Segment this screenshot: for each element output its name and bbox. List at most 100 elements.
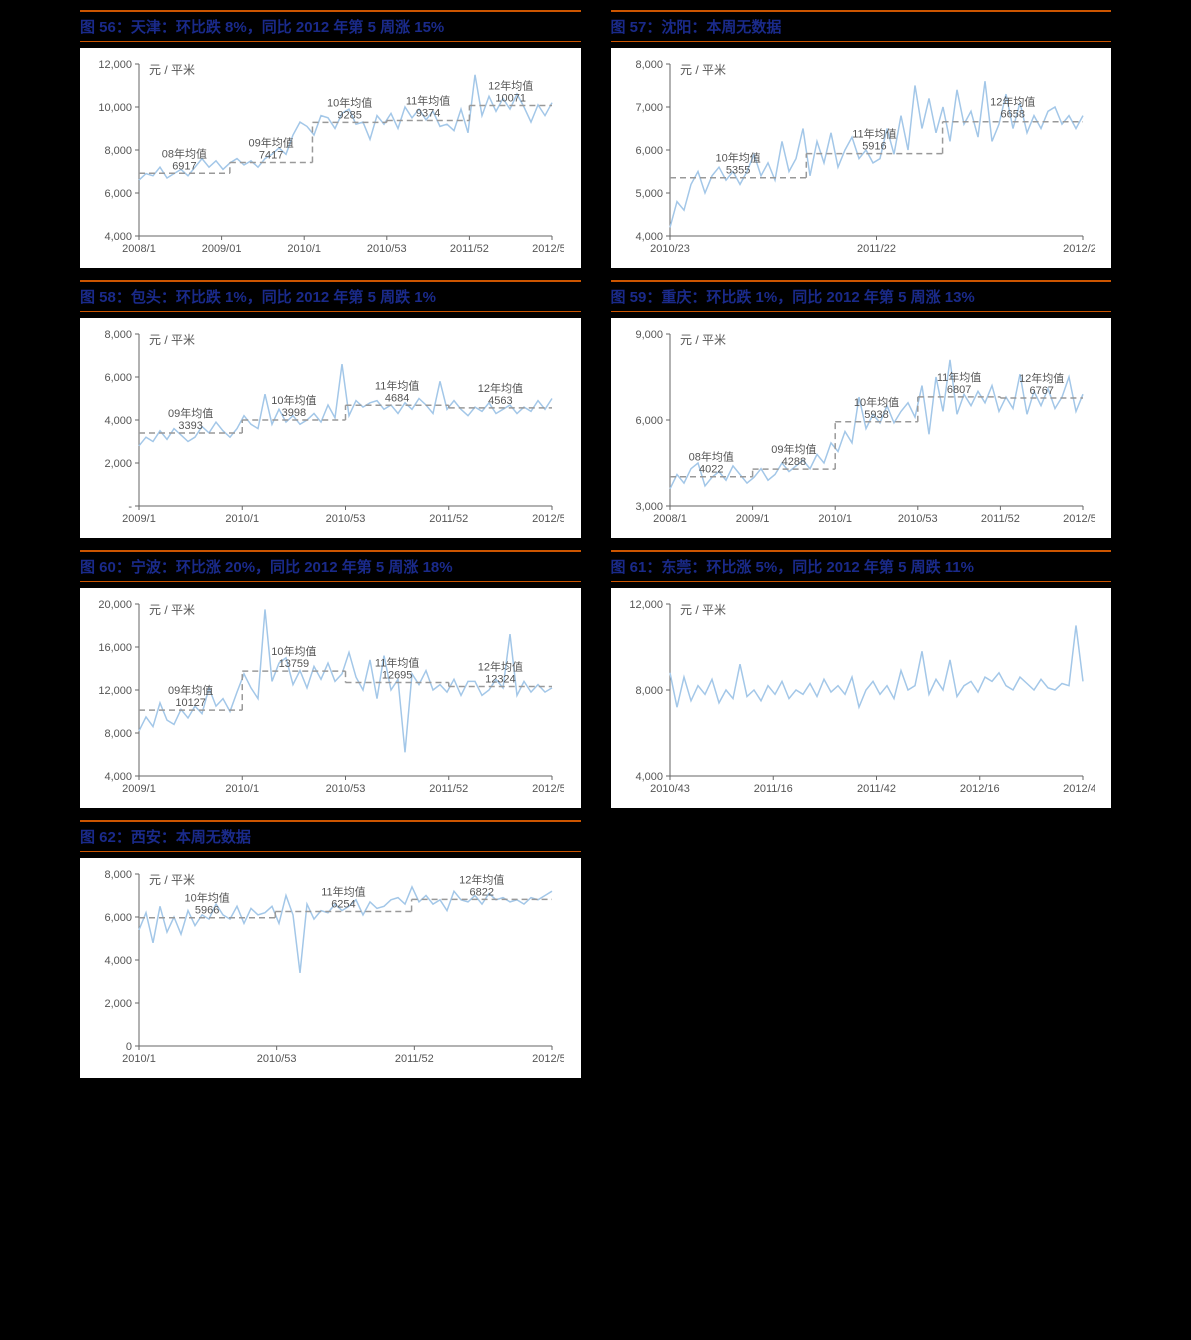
svg-text:2010/53: 2010/53 [326, 513, 366, 525]
avg-label: 10年均值 [327, 95, 372, 109]
avg-label: 08年均值 [162, 146, 207, 160]
chart-svg: 4,0008,00012,0002010/432011/162011/42201… [615, 592, 1095, 800]
svg-text:6,000: 6,000 [104, 188, 132, 200]
svg-text:2011/42: 2011/42 [857, 783, 896, 795]
chart-title-56: 图 56：天津：环比跌 8%，同比 2012 年第 5 周涨 15% [80, 10, 581, 42]
svg-text:4,000: 4,000 [104, 955, 132, 967]
avg-value: 7417 [259, 150, 283, 162]
svg-text:8,000: 8,000 [635, 685, 663, 697]
chart-title-57: 图 57：沈阳：本周无数据 [611, 10, 1112, 42]
chart-title-61: 图 61：东莞：环比涨 5%，同比 2012 年第 5 周跌 11% [611, 550, 1112, 582]
svg-text:2008/1: 2008/1 [653, 513, 687, 525]
svg-text:-: - [128, 501, 132, 513]
avg-value: 10127 [175, 697, 206, 709]
svg-text:2010/53: 2010/53 [326, 783, 366, 795]
chart-cell-60: 图 60：宁波：环比涨 20%，同比 2012 年第 5 周涨 18%4,000… [80, 550, 581, 808]
svg-text:2,000: 2,000 [104, 458, 132, 470]
avg-value: 6917 [172, 160, 196, 172]
svg-text:10,000: 10,000 [98, 102, 132, 114]
avg-label: 09年均值 [771, 442, 816, 456]
avg-label: 12年均值 [459, 872, 504, 886]
svg-text:4,000: 4,000 [104, 415, 132, 427]
avg-label: 10年均值 [853, 395, 898, 409]
unit-label: 元 / 平米 [680, 603, 726, 617]
unit-label: 元 / 平米 [680, 333, 726, 347]
avg-value: 10071 [495, 92, 526, 104]
chart-svg: 4,0005,0006,0007,0008,0002010/232011/222… [615, 52, 1095, 260]
avg-value: 9374 [416, 107, 440, 119]
chart-box-56: 4,0006,0008,00010,00012,0002008/12009/01… [80, 48, 581, 268]
avg-label: 10年均值 [271, 644, 316, 658]
avg-label: 09年均值 [249, 136, 294, 150]
avg-value: 4022 [699, 464, 723, 476]
svg-text:2010/1: 2010/1 [287, 243, 321, 255]
svg-text:6,000: 6,000 [104, 912, 132, 924]
svg-text:0: 0 [126, 1041, 132, 1053]
avg-label: 10年均值 [715, 151, 760, 165]
avg-label: 11年均值 [852, 127, 896, 141]
svg-text:5,000: 5,000 [635, 188, 663, 200]
svg-text:2011/22: 2011/22 [857, 243, 896, 255]
chart-svg: 4,0008,00012,00016,00020,0002009/12010/1… [84, 592, 564, 800]
svg-text:2009/1: 2009/1 [122, 513, 156, 525]
avg-value: 5916 [862, 141, 886, 153]
svg-text:2012/52: 2012/52 [532, 783, 564, 795]
svg-text:2011/52: 2011/52 [980, 513, 1019, 525]
chart-cell-58: 图 58：包头：环比跌 1%，同比 2012 年第 5 周跌 1% - 2,000 4… [80, 280, 581, 538]
avg-value: 4288 [781, 456, 805, 468]
svg-text:8,000: 8,000 [104, 329, 132, 341]
svg-text:4,000: 4,000 [635, 771, 663, 783]
svg-text:2010/1: 2010/1 [225, 783, 259, 795]
svg-text:8,000: 8,000 [635, 59, 663, 71]
avg-label: 12年均值 [1019, 371, 1064, 385]
chart-title-62: 图 62：西安：本周无数据 [80, 820, 581, 852]
svg-text:2,000: 2,000 [104, 998, 132, 1010]
unit-label: 元 / 平米 [149, 603, 195, 617]
avg-value: 6767 [1029, 385, 1053, 397]
chart-box-61: 4,0008,00012,0002010/432011/162011/42201… [611, 588, 1112, 808]
svg-text:2012/52: 2012/52 [532, 1053, 564, 1065]
avg-value: 12695 [382, 670, 413, 682]
svg-text:2012/52: 2012/52 [1063, 513, 1095, 525]
chart-box-58: -2,0004,0006,0008,0002009/12010/12010/53… [80, 318, 581, 538]
chart-svg: -2,0004,0006,0008,0002009/12010/12010/53… [84, 322, 564, 530]
svg-text:2012/52: 2012/52 [532, 243, 564, 255]
chart-cell-57: 图 57：沈阳：本周无数据4,0005,0006,0007,0008,00020… [611, 10, 1112, 268]
svg-text:4,000: 4,000 [104, 771, 132, 783]
svg-text:2010/53: 2010/53 [897, 513, 937, 525]
svg-text:2011/52: 2011/52 [450, 243, 489, 255]
avg-value: 4563 [488, 395, 512, 407]
avg-label: 09年均值 [168, 406, 213, 420]
svg-text:2012/42: 2012/42 [1063, 783, 1095, 795]
svg-text:2010/1: 2010/1 [122, 1053, 156, 1065]
svg-text:4,000: 4,000 [635, 231, 663, 243]
svg-text:12,000: 12,000 [98, 59, 132, 71]
chart-cell-62: 图 62：西安：本周无数据 0 2,000 4,000 6,000 8,000 2010/1… [80, 820, 581, 1078]
svg-text:2009/01: 2009/01 [202, 243, 242, 255]
price-line [670, 626, 1083, 708]
svg-text:6,000: 6,000 [635, 415, 663, 427]
chart-title-58: 图 58：包头：环比跌 1%，同比 2012 年第 5 周跌 1% [80, 280, 581, 312]
svg-text:3,000: 3,000 [635, 501, 663, 513]
svg-text:2012/52: 2012/52 [532, 513, 564, 525]
svg-text:2010/1: 2010/1 [818, 513, 852, 525]
svg-text:8,000: 8,000 [104, 869, 132, 881]
avg-value: 4684 [385, 392, 409, 404]
svg-text:2011/16: 2011/16 [753, 783, 792, 795]
svg-text:7,000: 7,000 [635, 102, 663, 114]
unit-label: 元 / 平米 [149, 63, 195, 77]
svg-text:20,000: 20,000 [98, 599, 132, 611]
avg-value: 3998 [282, 407, 306, 419]
avg-label: 11年均值 [936, 370, 980, 384]
svg-text:2011/52: 2011/52 [395, 1053, 434, 1065]
svg-text:8,000: 8,000 [104, 145, 132, 157]
unit-label: 元 / 平米 [149, 333, 195, 347]
svg-text:2011/52: 2011/52 [429, 783, 468, 795]
svg-text:2011/52: 2011/52 [429, 513, 468, 525]
chart-svg: 02,0004,0006,0008,0002010/12010/532011/5… [84, 862, 564, 1070]
avg-value: 9285 [337, 109, 361, 121]
svg-text:16,000: 16,000 [98, 642, 132, 654]
avg-value: 5966 [195, 905, 219, 917]
avg-value: 5355 [725, 165, 749, 177]
avg-label: 12年均值 [478, 381, 523, 395]
